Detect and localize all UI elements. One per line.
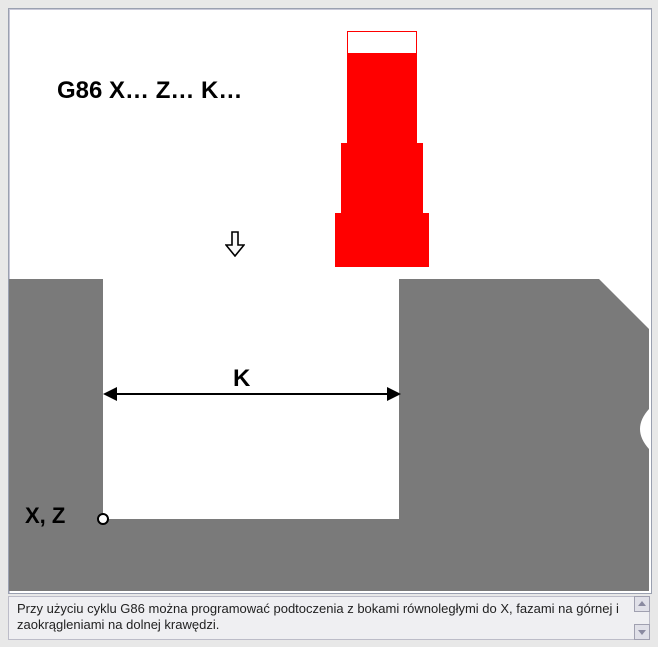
scroll-up-button[interactable]	[634, 596, 650, 612]
description-bar: Przy użyciu cyklu G86 można programować …	[8, 596, 650, 640]
diagram-canvas: G86 X… Z… K… K X, Z	[8, 8, 652, 594]
dimension-label-k: K	[229, 365, 254, 393]
workpiece-groove-floor	[103, 519, 399, 591]
description-text: Przy użyciu cyklu G86 można programować …	[17, 601, 619, 632]
tool-body-step	[335, 213, 429, 267]
window: G86 X… Z… K… K X, Z Przy	[0, 0, 658, 647]
dimension-arrow-right	[387, 387, 401, 401]
workpiece-left-wall	[9, 279, 103, 591]
origin-label-xz: X, Z	[25, 503, 65, 529]
tool-top-outline	[347, 31, 417, 53]
dimension-line-k	[109, 393, 395, 395]
workpiece-right-wall	[399, 279, 649, 591]
scroll-down-button[interactable]	[634, 624, 650, 640]
down-arrow-icon	[225, 231, 245, 257]
gcode-label: G86 X… Z… K…	[57, 77, 242, 105]
dimension-arrow-left	[103, 387, 117, 401]
origin-point	[97, 513, 109, 525]
tool-body-step	[347, 53, 417, 143]
tool-body-step	[341, 143, 423, 213]
